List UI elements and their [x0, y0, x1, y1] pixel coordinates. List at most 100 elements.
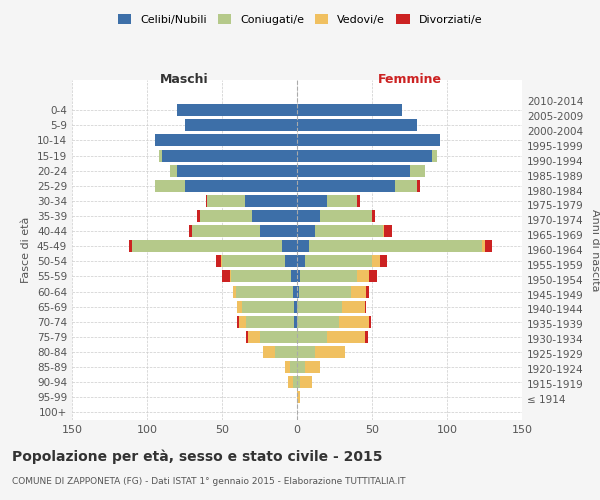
Bar: [297, 150, 432, 162]
Bar: [297, 134, 439, 146]
Bar: [309, 240, 482, 252]
Text: Maschi: Maschi: [160, 73, 209, 86]
Bar: [297, 120, 417, 132]
Bar: [297, 361, 305, 373]
Bar: [246, 331, 248, 343]
Bar: [297, 346, 315, 358]
Bar: [189, 225, 192, 237]
Bar: [229, 270, 231, 282]
Bar: [248, 331, 260, 343]
Bar: [199, 210, 252, 222]
Bar: [129, 240, 132, 252]
Text: Popolazione per età, sesso e stato civile - 2015: Popolazione per età, sesso e stato civil…: [12, 450, 383, 464]
Bar: [409, 164, 425, 176]
Bar: [297, 195, 327, 207]
Bar: [260, 225, 297, 237]
Bar: [132, 240, 282, 252]
Bar: [297, 286, 299, 298]
Y-axis label: Anni di nascita: Anni di nascita: [590, 209, 600, 291]
Bar: [263, 346, 275, 358]
Bar: [366, 286, 369, 298]
Bar: [320, 210, 372, 222]
Bar: [297, 316, 339, 328]
Bar: [205, 195, 207, 207]
Bar: [177, 104, 297, 117]
Bar: [294, 316, 297, 328]
Bar: [222, 270, 229, 282]
Bar: [197, 210, 199, 222]
Bar: [299, 286, 351, 298]
Bar: [305, 256, 372, 268]
Bar: [239, 316, 246, 328]
Bar: [159, 150, 162, 162]
Bar: [207, 195, 245, 207]
Bar: [177, 164, 297, 176]
Bar: [288, 376, 293, 388]
Bar: [351, 286, 366, 298]
Bar: [297, 164, 409, 176]
Bar: [231, 270, 291, 282]
Bar: [339, 316, 369, 328]
Bar: [372, 256, 380, 268]
Bar: [235, 286, 293, 298]
Bar: [155, 134, 297, 146]
Bar: [275, 346, 297, 358]
Bar: [297, 376, 300, 388]
Text: COMUNE DI ZAPPONETA (FG) - Dati ISTAT 1° gennaio 2015 - Elaborazione TUTTITALIA.: COMUNE DI ZAPPONETA (FG) - Dati ISTAT 1°…: [12, 478, 406, 486]
Bar: [327, 331, 365, 343]
Bar: [327, 195, 357, 207]
Bar: [297, 256, 305, 268]
Bar: [297, 104, 402, 117]
Bar: [482, 240, 485, 252]
Bar: [246, 316, 294, 328]
Bar: [357, 195, 360, 207]
Bar: [294, 300, 297, 312]
Bar: [372, 210, 375, 222]
Bar: [192, 225, 260, 237]
Bar: [297, 225, 315, 237]
Bar: [293, 376, 297, 388]
Bar: [297, 210, 320, 222]
Bar: [417, 180, 420, 192]
Bar: [300, 376, 312, 388]
Bar: [395, 180, 417, 192]
Bar: [369, 270, 377, 282]
Y-axis label: Fasce di età: Fasce di età: [22, 217, 31, 283]
Bar: [291, 270, 297, 282]
Bar: [315, 346, 345, 358]
Bar: [241, 300, 294, 312]
Bar: [297, 300, 342, 312]
Bar: [357, 270, 369, 282]
Bar: [380, 256, 387, 268]
Bar: [221, 256, 222, 268]
Bar: [297, 331, 327, 343]
Bar: [185, 120, 297, 132]
Bar: [365, 300, 366, 312]
Bar: [297, 392, 300, 404]
Bar: [383, 225, 384, 237]
Bar: [237, 300, 241, 312]
Bar: [185, 180, 297, 192]
Bar: [285, 361, 290, 373]
Bar: [369, 316, 371, 328]
Bar: [297, 180, 395, 192]
Bar: [384, 225, 392, 237]
Bar: [293, 286, 297, 298]
Bar: [315, 225, 383, 237]
Bar: [285, 256, 297, 268]
Bar: [305, 361, 320, 373]
Bar: [365, 331, 367, 343]
Bar: [216, 256, 221, 268]
Bar: [237, 316, 239, 328]
Bar: [297, 240, 309, 252]
Bar: [170, 164, 177, 176]
Bar: [300, 270, 357, 282]
Bar: [432, 150, 437, 162]
Bar: [282, 240, 297, 252]
Bar: [245, 195, 297, 207]
Bar: [162, 150, 297, 162]
Bar: [485, 240, 492, 252]
Bar: [222, 256, 285, 268]
Bar: [252, 210, 297, 222]
Bar: [297, 270, 300, 282]
